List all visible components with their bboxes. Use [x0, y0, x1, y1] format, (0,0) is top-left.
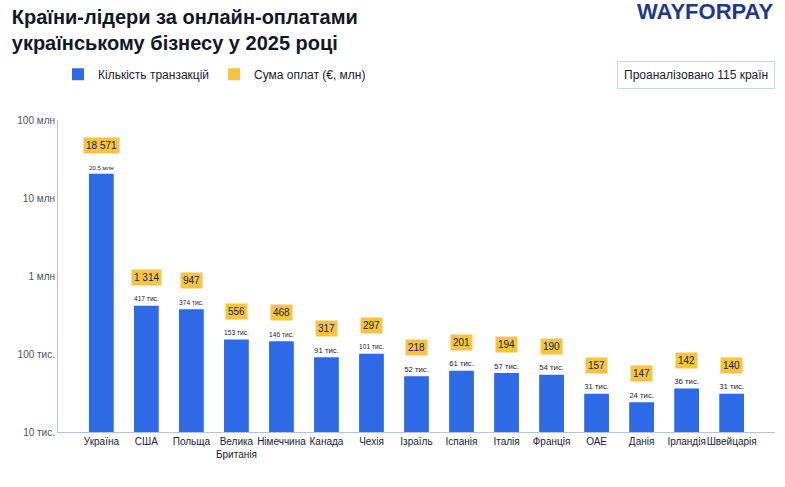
svg-text:947: 947 — [183, 275, 200, 286]
svg-text:91 тис.: 91 тис. — [314, 346, 339, 355]
svg-text:Канада: Канада — [310, 436, 344, 447]
svg-text:10 млн: 10 млн — [23, 193, 55, 204]
svg-text:140: 140 — [723, 360, 740, 371]
svg-text:Данія: Данія — [629, 436, 655, 447]
svg-text:20,5 млн: 20,5 млн — [89, 164, 114, 171]
svg-text:18 571: 18 571 — [86, 140, 117, 151]
svg-text:297: 297 — [363, 320, 380, 331]
svg-text:Швейцарія: Швейцарія — [707, 436, 757, 447]
svg-text:147: 147 — [633, 368, 650, 379]
svg-text:Польща: Польща — [173, 436, 211, 447]
svg-text:194: 194 — [498, 339, 515, 350]
svg-text:52 тис.: 52 тис. — [404, 365, 429, 374]
svg-text:24 тис.: 24 тис. — [629, 391, 654, 400]
svg-text:1 млн: 1 млн — [28, 271, 55, 282]
svg-text:468: 468 — [273, 307, 290, 318]
svg-text:417 тис.: 417 тис. — [134, 295, 159, 302]
svg-text:США: США — [135, 436, 158, 447]
svg-text:31 тис.: 31 тис. — [719, 382, 744, 391]
svg-text:Сума оплат (€, млн): Сума оплат (€, млн) — [254, 68, 365, 82]
svg-text:31 тис.: 31 тис. — [584, 382, 609, 391]
svg-text:157: 157 — [588, 360, 605, 371]
svg-text:57 тис.: 57 тис. — [494, 362, 519, 371]
svg-text:Іспанія: Іспанія — [446, 436, 478, 447]
svg-text:Ізраїль: Ізраїль — [400, 436, 432, 447]
svg-text:100 млн: 100 млн — [17, 115, 55, 126]
svg-text:ОАЕ: ОАЕ — [586, 436, 607, 447]
svg-text:61 тис.: 61 тис. — [449, 359, 474, 368]
svg-text:153 тис.: 153 тис. — [224, 329, 249, 336]
svg-text:36 тис.: 36 тис. — [674, 377, 699, 386]
svg-text:WAYFORPAY: WAYFORPAY — [637, 0, 773, 24]
svg-text:190: 190 — [543, 341, 560, 352]
svg-text:Франція: Франція — [533, 436, 571, 447]
svg-text:317: 317 — [318, 323, 335, 334]
svg-text:Німеччина: Німеччина — [257, 436, 306, 447]
svg-text:Італія: Італія — [493, 436, 519, 447]
svg-text:Чехія: Чехія — [359, 436, 384, 447]
svg-text:Проаналізовано 115 країн: Проаналізовано 115 країн — [624, 68, 768, 82]
svg-text:Ірландія: Ірландія — [667, 436, 705, 447]
svg-text:1 314: 1 314 — [134, 272, 159, 283]
svg-text:218: 218 — [408, 342, 425, 353]
svg-text:Країни-лідери за онлайн-оплата: Країни-лідери за онлайн-оплатамиукраїнсь… — [12, 6, 358, 54]
svg-text:Кількість транзакцій: Кількість транзакцій — [98, 68, 209, 82]
svg-text:Україна: Україна — [84, 436, 120, 447]
svg-text:374 тис.: 374 тис. — [179, 299, 204, 306]
svg-text:146 тис.: 146 тис. — [269, 331, 294, 338]
svg-text:101 тис.: 101 тис. — [359, 343, 384, 350]
svg-text:142: 142 — [678, 355, 695, 366]
svg-text:54 тис.: 54 тис. — [539, 363, 564, 372]
svg-text:100 тис.: 100 тис. — [18, 349, 55, 360]
svg-text:201: 201 — [453, 337, 470, 348]
svg-text:10 тис.: 10 тис. — [23, 427, 55, 438]
svg-text:ВеликаБританія: ВеликаБританія — [216, 436, 257, 460]
svg-text:556: 556 — [228, 306, 245, 317]
